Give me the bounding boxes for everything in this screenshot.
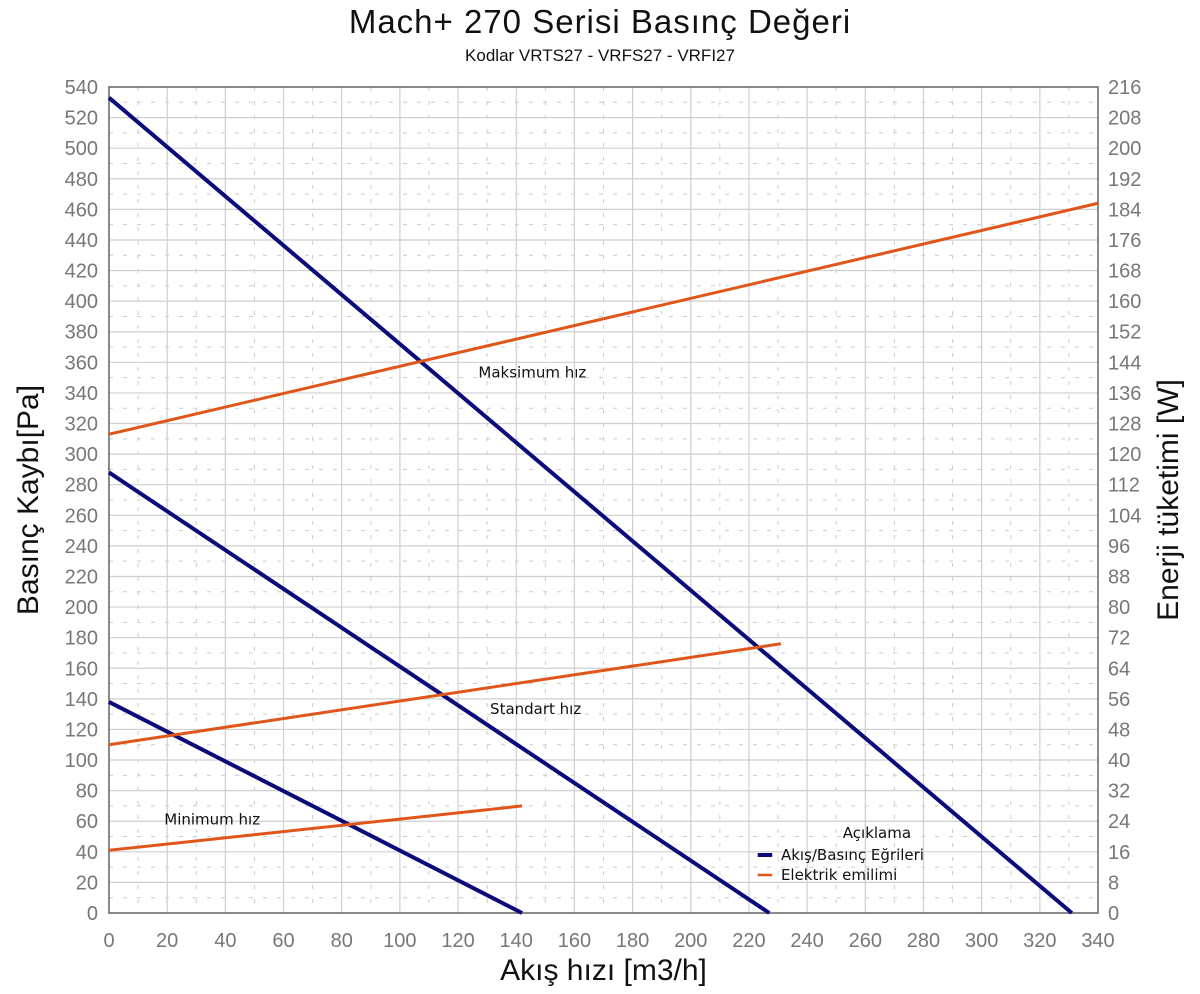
y-tick-label: 260 bbox=[65, 505, 98, 527]
annotation-label: Minimum hız bbox=[164, 810, 260, 828]
x-tick-label: 320 bbox=[1023, 930, 1056, 952]
x-tick-label: 340 bbox=[1081, 930, 1114, 952]
y2-tick-label: 208 bbox=[1108, 108, 1141, 130]
y-tick-label: 320 bbox=[65, 414, 98, 436]
legend-title: Açıklama bbox=[843, 824, 911, 842]
x-tick-label: 220 bbox=[732, 930, 765, 952]
y-tick-label: 40 bbox=[76, 842, 98, 864]
y2-tick-label: 104 bbox=[1108, 505, 1141, 527]
y-tick-label: 160 bbox=[65, 658, 98, 680]
y2-tick-label: 96 bbox=[1108, 536, 1130, 558]
y2-axis-label: Enerji tüketimi [W] bbox=[1152, 379, 1185, 621]
y-tick-label: 60 bbox=[76, 811, 98, 833]
y2-tick-label: 120 bbox=[1108, 444, 1141, 466]
y-tick-label: 300 bbox=[65, 444, 98, 466]
y2-tick-label: 136 bbox=[1108, 383, 1141, 405]
y2-tick-label: 48 bbox=[1108, 719, 1130, 741]
y2-tick-label: 40 bbox=[1108, 750, 1130, 772]
y2-tick-label: 24 bbox=[1108, 811, 1130, 833]
y-tick-label: 460 bbox=[65, 199, 98, 221]
y2-tick-label: 200 bbox=[1108, 138, 1141, 160]
y-tick-label: 440 bbox=[65, 230, 98, 252]
y2-tick-label: 216 bbox=[1108, 77, 1141, 99]
legend-entry: Elektrik emilimi bbox=[781, 866, 897, 884]
x-tick-label: 40 bbox=[214, 930, 236, 952]
y2-tick-label: 152 bbox=[1108, 322, 1141, 344]
series-line-6 bbox=[108, 804, 523, 852]
x-tick-label: 60 bbox=[272, 930, 294, 952]
plot-frame bbox=[108, 86, 1099, 914]
series-line-4 bbox=[108, 201, 1099, 436]
x-tick-label: 160 bbox=[558, 930, 591, 952]
y-tick-label: 200 bbox=[65, 597, 98, 619]
x-tick-label: 260 bbox=[849, 930, 882, 952]
y-tick-label: 520 bbox=[65, 108, 98, 130]
y2-tick-label: 192 bbox=[1108, 169, 1141, 191]
series-line-3 bbox=[108, 700, 523, 915]
y-tick-label: 100 bbox=[65, 750, 98, 772]
series-line-5 bbox=[108, 642, 782, 747]
x-tick-label: 200 bbox=[674, 930, 707, 952]
y-tick-label: 280 bbox=[65, 475, 98, 497]
legend-entry: Akış/Basınç Eğrileri bbox=[781, 846, 924, 864]
y2-tick-label: 64 bbox=[1108, 658, 1130, 680]
y-tick-label: 20 bbox=[76, 872, 98, 894]
chart-title: Mach+ 270 Serisi Basınç Değeri bbox=[348, 3, 852, 40]
annotation-label: Maksimum hız bbox=[478, 364, 586, 382]
y2-tick-label: 184 bbox=[1108, 199, 1141, 221]
x-tick-label: 240 bbox=[790, 930, 823, 952]
y-tick-label: 220 bbox=[65, 566, 98, 588]
y2-tick-label: 16 bbox=[1108, 842, 1130, 864]
x-tick-label: 180 bbox=[616, 930, 649, 952]
x-tick-label: 0 bbox=[103, 930, 114, 952]
x-tick-label: 120 bbox=[441, 930, 474, 952]
y2-tick-label: 80 bbox=[1108, 597, 1130, 619]
y-tick-label: 540 bbox=[65, 77, 98, 99]
x-tick-label: 140 bbox=[500, 930, 533, 952]
y-tick-label: 500 bbox=[65, 138, 98, 160]
y-tick-label: 400 bbox=[65, 291, 98, 313]
y2-tick-label: 144 bbox=[1108, 352, 1141, 374]
y-tick-label: 420 bbox=[65, 261, 98, 283]
y2-tick-label: 128 bbox=[1108, 414, 1141, 436]
annotation-label: Standart hız bbox=[490, 700, 581, 718]
x-tick-label: 300 bbox=[965, 930, 998, 952]
y2-tick-label: 112 bbox=[1108, 475, 1140, 497]
x-axis-label: Akış hızı [m3/h] bbox=[500, 954, 707, 987]
series-line-1 bbox=[107, 96, 1074, 915]
y-tick-label: 0 bbox=[87, 903, 98, 925]
chart-subtitle: Kodlar VRTS27 - VRFS27 - VRFI27 bbox=[465, 46, 735, 65]
x-tick-label: 280 bbox=[907, 930, 940, 952]
y-tick-label: 80 bbox=[76, 781, 98, 803]
y-tick-label: 480 bbox=[65, 169, 98, 191]
y2-tick-label: 0 bbox=[1108, 903, 1119, 925]
y2-tick-label: 168 bbox=[1108, 261, 1141, 283]
y-tick-label: 240 bbox=[65, 536, 98, 558]
y-tick-label: 380 bbox=[65, 322, 98, 344]
x-tick-label: 100 bbox=[383, 930, 416, 952]
x-tick-label: 20 bbox=[156, 930, 178, 952]
x-tick-label: 80 bbox=[331, 930, 353, 952]
series-line-2 bbox=[107, 470, 771, 915]
y2-tick-label: 72 bbox=[1108, 628, 1130, 650]
y2-tick-label: 176 bbox=[1108, 230, 1141, 252]
y-tick-label: 120 bbox=[65, 719, 98, 741]
y-tick-label: 340 bbox=[65, 383, 98, 405]
y-tick-label: 360 bbox=[65, 352, 98, 374]
y-tick-label: 140 bbox=[65, 689, 98, 711]
y2-tick-label: 32 bbox=[1108, 781, 1130, 803]
y-tick-label: 180 bbox=[65, 628, 98, 650]
y-axis-label: Basınç Kaybı[Pa] bbox=[12, 385, 45, 615]
y2-tick-label: 88 bbox=[1108, 566, 1130, 588]
y2-tick-label: 56 bbox=[1108, 689, 1130, 711]
y2-tick-label: 160 bbox=[1108, 291, 1141, 313]
y2-tick-label: 8 bbox=[1108, 872, 1119, 894]
